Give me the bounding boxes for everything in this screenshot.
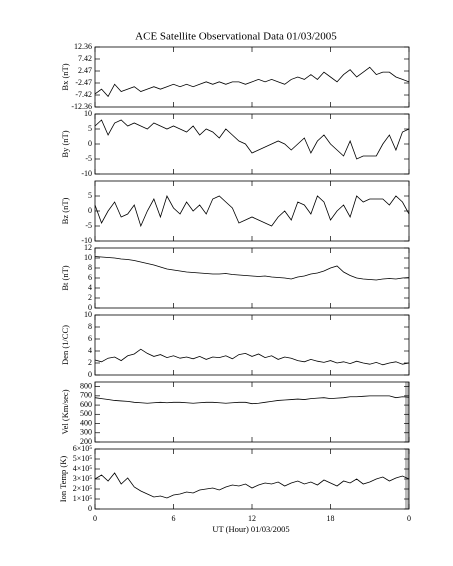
y-tick-label: 200: [80, 437, 92, 446]
x-tick-label: 6: [172, 514, 176, 523]
y-tick-label: 500: [80, 409, 92, 418]
y-tick-label: 10: [84, 310, 92, 319]
y-tick-label: 8: [88, 263, 92, 272]
data-gap: [405, 382, 409, 442]
data-line: [94, 472, 410, 499]
x-tick-label: 0: [93, 514, 97, 523]
y-tick-label: 700: [80, 391, 92, 400]
y-tick-label: 10: [84, 109, 92, 118]
y-axis-label: By (nT): [60, 130, 70, 157]
y-tick-label: 400: [80, 418, 92, 427]
y-tick-label: 5×10⁵: [73, 454, 93, 463]
x-tick-label: 18: [327, 514, 335, 523]
data-line: [94, 256, 410, 281]
y-tick-label: 6: [88, 273, 92, 282]
y-tick-label: 2.47: [78, 66, 92, 75]
y-axis-label: Bt (nT): [60, 265, 70, 290]
y-tick-label: 4: [88, 283, 92, 292]
y-tick-label: 8: [88, 322, 92, 331]
y-tick-label: 2: [88, 293, 92, 302]
y-tick-label: 0: [88, 370, 92, 379]
y-tick-label: 0: [88, 139, 92, 148]
y-tick-label: 12: [84, 243, 92, 252]
y-tick-label: -10: [81, 169, 92, 178]
data-line: [94, 66, 410, 98]
y-tick-label: 3×10⁵: [73, 474, 93, 483]
y-axis-label: Bx (nT): [60, 63, 70, 90]
y-tick-label: 7.42: [78, 54, 92, 63]
y-tick-label: -2.47: [75, 78, 92, 87]
y-tick-label: 300: [80, 428, 92, 437]
y-tick-label: 12.36: [74, 42, 92, 51]
y-tick-label: 4: [88, 346, 92, 355]
y-axis-label: Bz (nT): [60, 197, 70, 224]
y-tick-label: 0: [88, 303, 92, 312]
y-tick-label: 5: [88, 124, 92, 133]
data-line: [94, 194, 410, 228]
y-tick-label: 10: [84, 253, 92, 262]
x-axis-label: UT (Hour) 01/03/2005: [212, 524, 289, 534]
y-tick-label: 4×10⁵: [73, 464, 93, 473]
x-tick-label: 12: [248, 514, 256, 523]
y-tick-label: 0: [88, 206, 92, 215]
y-tick-label: 2: [88, 358, 92, 367]
y-tick-label: -7.42: [75, 90, 92, 99]
y-tick-label: 6: [88, 334, 92, 343]
y-tick-label: 1×10⁵: [73, 494, 93, 503]
x-tick-label: 0: [407, 514, 411, 523]
y-tick-label: 0: [88, 504, 92, 513]
y-tick-label: 800: [80, 381, 92, 390]
y-tick-label: -5: [85, 221, 92, 230]
data-line: [94, 348, 410, 366]
y-axis-label: Den (1/CC): [60, 325, 70, 365]
y-tick-label: 600: [80, 400, 92, 409]
y-tick-label: 5: [88, 191, 92, 200]
chart-title: ACE Satellite Observational Data 01/03/2…: [135, 31, 337, 43]
y-axis-label: Vel (Km/sec): [60, 389, 70, 434]
data-line: [94, 119, 410, 160]
y-tick-label: 2×10⁵: [73, 484, 93, 493]
y-tick-label: -12.36: [71, 102, 92, 111]
data-line: [94, 395, 410, 405]
y-tick-label: 6×10⁵: [73, 444, 93, 453]
y-tick-label: -10: [81, 236, 92, 245]
y-tick-label: -5: [85, 154, 92, 163]
y-axis-label: Ion Temp (K): [58, 456, 68, 503]
